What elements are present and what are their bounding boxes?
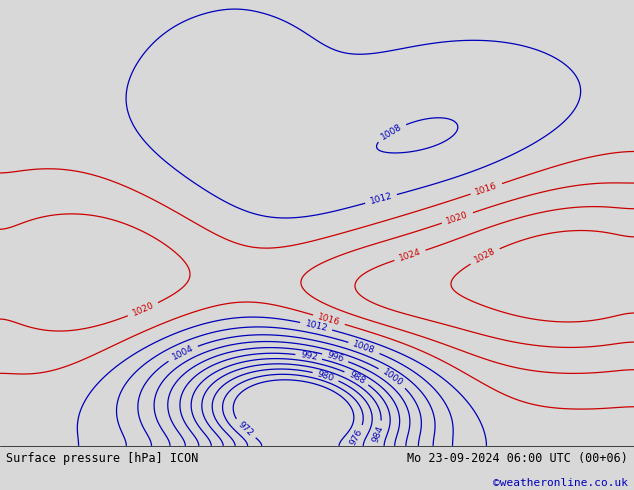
Text: Mo 23-09-2024 06:00 UTC (00+06): Mo 23-09-2024 06:00 UTC (00+06) xyxy=(407,452,628,465)
Text: 1012: 1012 xyxy=(304,319,328,333)
Text: 988: 988 xyxy=(347,369,366,386)
Text: 1008: 1008 xyxy=(352,340,377,356)
Text: 1004: 1004 xyxy=(171,344,195,362)
Text: 1012: 1012 xyxy=(369,192,393,206)
Text: 1008: 1008 xyxy=(379,122,403,142)
Text: 992: 992 xyxy=(299,350,318,363)
Text: 1020: 1020 xyxy=(131,301,155,318)
Text: 1016: 1016 xyxy=(316,312,341,327)
Text: ©weatheronline.co.uk: ©weatheronline.co.uk xyxy=(493,478,628,488)
Text: 976: 976 xyxy=(347,427,364,447)
Text: 980: 980 xyxy=(316,369,335,383)
Text: 1024: 1024 xyxy=(398,247,422,263)
Text: Surface pressure [hPa] ICON: Surface pressure [hPa] ICON xyxy=(6,452,198,465)
Text: 984: 984 xyxy=(370,424,385,443)
Text: 972: 972 xyxy=(236,420,254,438)
Text: 996: 996 xyxy=(326,351,345,364)
Text: 1016: 1016 xyxy=(474,181,499,197)
Text: 1020: 1020 xyxy=(445,210,470,226)
Text: 1028: 1028 xyxy=(472,246,497,265)
Text: 1000: 1000 xyxy=(380,367,404,388)
